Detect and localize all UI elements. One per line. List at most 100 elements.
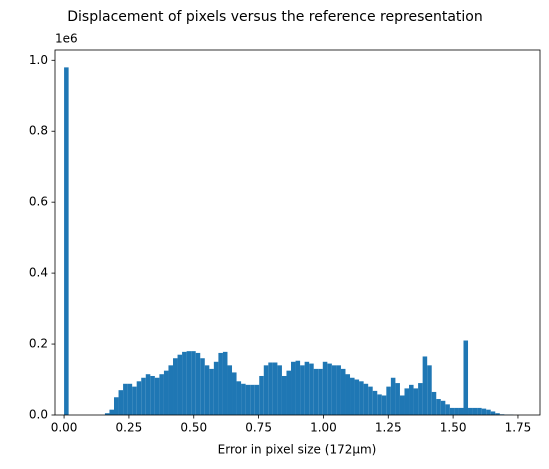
bar (495, 413, 500, 415)
bar (309, 363, 314, 415)
bar (354, 379, 360, 415)
bar (490, 411, 496, 415)
x-tick-label: 0.50 (180, 421, 207, 435)
bar (390, 377, 396, 415)
bar (404, 388, 410, 415)
bar (381, 395, 387, 415)
bar (191, 351, 196, 415)
bar (241, 383, 246, 415)
bar (418, 383, 423, 415)
bar (236, 381, 242, 415)
bar (318, 368, 323, 415)
bar (359, 381, 364, 415)
bar (145, 374, 151, 415)
bar (372, 390, 378, 415)
bar (173, 358, 178, 415)
bar (422, 356, 428, 415)
bar (159, 374, 164, 415)
bar (454, 407, 459, 415)
bar (304, 361, 310, 415)
bar (272, 362, 278, 415)
bar (295, 360, 301, 415)
bar (395, 383, 400, 415)
bar (182, 351, 187, 415)
bar (250, 384, 255, 415)
bar (468, 407, 473, 415)
bar (445, 404, 450, 415)
bar (186, 351, 192, 415)
bar (227, 365, 233, 415)
bar (213, 361, 219, 415)
bar (327, 363, 332, 415)
bar (277, 365, 282, 415)
offset-text: 1e6 (55, 32, 78, 46)
bar (331, 365, 337, 415)
y-tick-label: 0.0 (29, 408, 48, 422)
axes-frame (54, 49, 541, 416)
bar (200, 358, 205, 415)
bar (300, 365, 305, 415)
bar (132, 386, 137, 415)
x-tick-label: 1.25 (375, 421, 402, 435)
bar (449, 407, 455, 415)
bar (409, 384, 414, 415)
bar (377, 394, 382, 415)
bar (486, 409, 491, 415)
x-tick-label: 0.25 (116, 421, 143, 435)
bar (168, 365, 174, 415)
x-tick-label: 1.50 (440, 421, 467, 435)
bar (463, 340, 469, 415)
x-tick-label: 0.00 (51, 421, 78, 435)
bar (163, 370, 169, 415)
bar (245, 384, 251, 415)
bar (150, 375, 155, 415)
x-axis-label: Error in pixel size (172µm) (218, 443, 377, 457)
bar (259, 375, 264, 415)
x-tick-label: 0.75 (245, 421, 272, 435)
bar (350, 377, 355, 415)
bar (268, 362, 273, 415)
bar (313, 368, 319, 415)
bar (177, 354, 183, 415)
bar (218, 352, 223, 415)
bar (481, 408, 487, 415)
bar (458, 407, 464, 415)
y-tick-label: 0.6 (29, 195, 48, 209)
bar (104, 413, 110, 415)
bar (340, 368, 346, 415)
bar (118, 390, 124, 415)
bar (363, 383, 369, 415)
y-tick-label: 0.4 (29, 266, 48, 280)
bar (204, 365, 210, 415)
bar (286, 370, 292, 415)
bar (64, 67, 69, 415)
bar (291, 361, 296, 415)
bar (345, 374, 351, 415)
bar (263, 365, 269, 415)
bar (399, 395, 405, 415)
bar (141, 377, 146, 415)
x-tick-label: 1.75 (505, 421, 532, 435)
bar (281, 375, 287, 415)
bar (436, 399, 441, 415)
bar (136, 381, 142, 415)
bar (440, 400, 446, 415)
y-tick-label: 1.0 (29, 53, 48, 67)
bar (222, 351, 228, 415)
bar (232, 372, 237, 415)
bar (472, 407, 478, 415)
bar (127, 383, 133, 415)
y-tick-label: 0.2 (29, 337, 48, 351)
bar (336, 365, 341, 415)
bar (322, 361, 328, 415)
bar (154, 377, 160, 415)
bar (114, 397, 119, 415)
bar (427, 365, 432, 415)
bar (254, 384, 260, 415)
x-tick-label: 1.00 (310, 421, 337, 435)
bar (477, 407, 482, 415)
bar (413, 388, 419, 415)
bar (386, 386, 391, 415)
